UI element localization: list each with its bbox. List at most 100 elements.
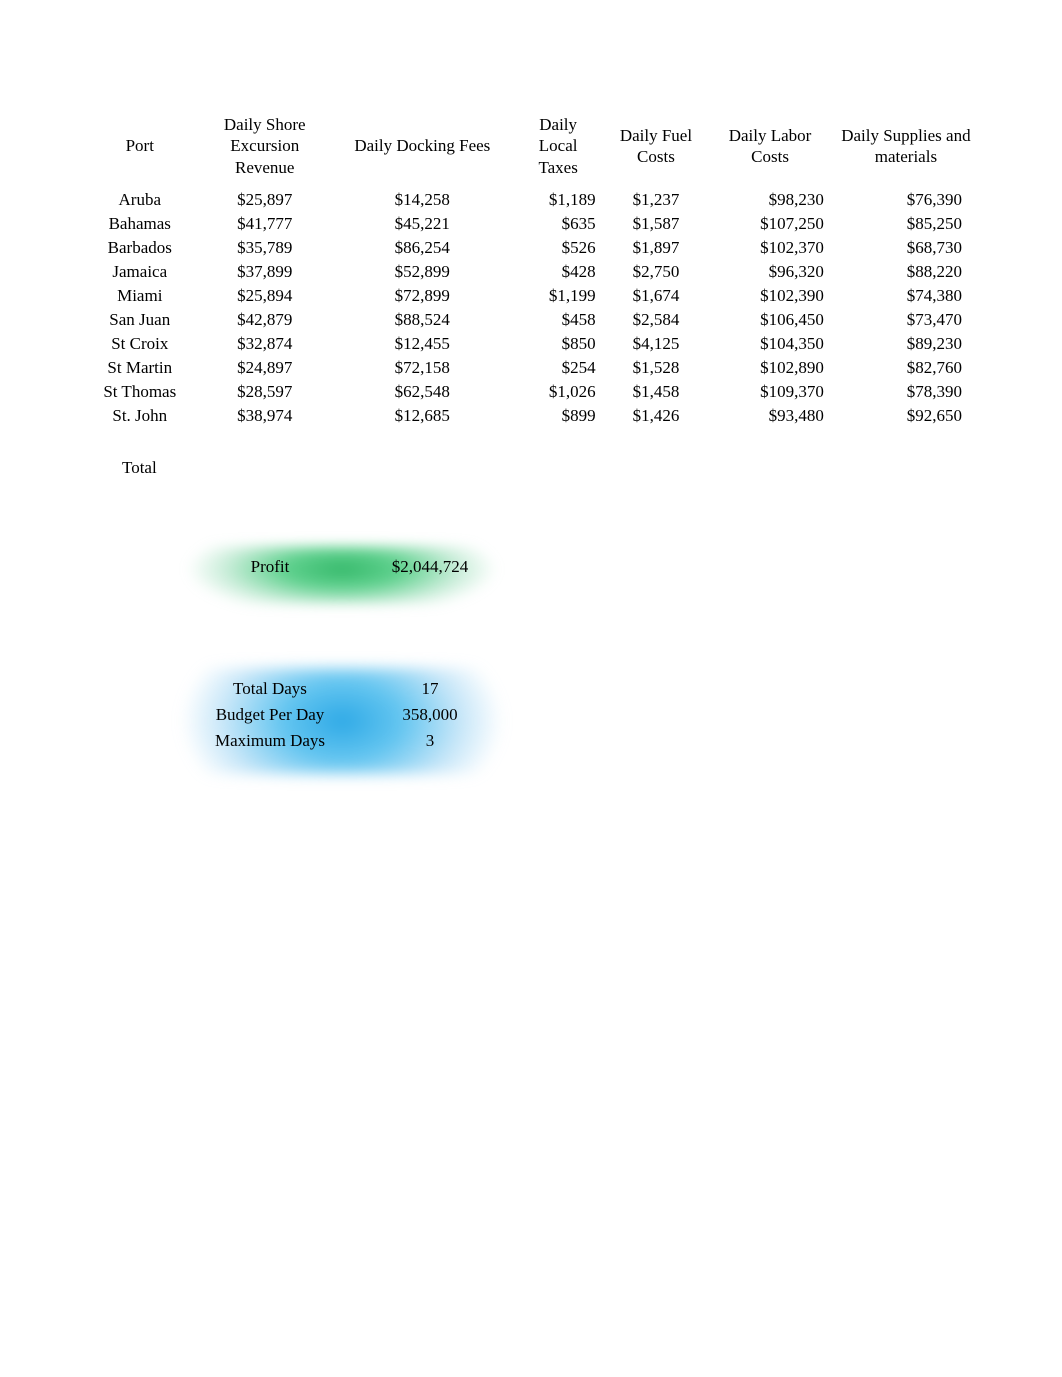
cell-revenue: $42,879 [200,308,330,332]
cell-port: St Croix [80,332,200,356]
cell-supplies: $74,380 [830,284,982,308]
cell-docking: $12,685 [330,404,515,428]
cell-docking: $14,258 [330,188,515,212]
cell-labor: $102,890 [710,356,830,380]
cell-revenue: $37,899 [200,260,330,284]
cell-docking: $72,899 [330,284,515,308]
col-header-docking: Daily Docking Fees [330,110,515,188]
cell-revenue: $41,777 [200,212,330,236]
constraint-row: Total Days17 [182,676,502,702]
cell-taxes: $526 [515,236,602,260]
constraint-label: Total Days [182,676,358,702]
constraint-row: Maximum Days3 [182,728,502,754]
constraint-label: Maximum Days [182,728,358,754]
cell-fuel: $2,750 [602,260,711,284]
cell-revenue: $35,789 [200,236,330,260]
table-row: Miami$25,894$72,899$1,199$1,674$102,390$… [80,284,982,308]
cell-supplies: $89,230 [830,332,982,356]
cell-supplies: $82,760 [830,356,982,380]
cell-docking: $12,455 [330,332,515,356]
col-header-supplies: Daily Supplies and materials [830,110,982,188]
cell-revenue: $38,974 [200,404,330,428]
table-row: St Martin$24,897$72,158$254$1,528$102,89… [80,356,982,380]
col-header-taxes: Daily Local Taxes [515,110,602,188]
cell-revenue: $25,894 [200,284,330,308]
cell-port: Jamaica [80,260,200,284]
table-row: San Juan$42,879$88,524$458$2,584$106,450… [80,308,982,332]
cell-revenue: $25,897 [200,188,330,212]
cell-taxes: $254 [515,356,602,380]
cell-docking: $45,221 [330,212,515,236]
cell-supplies: $68,730 [830,236,982,260]
cell-labor: $98,230 [710,188,830,212]
table-row: St Croix$32,874$12,455$850$4,125$104,350… [80,332,982,356]
col-header-fuel: Daily Fuel Costs [602,110,711,188]
cell-labor: $109,370 [710,380,830,404]
cell-docking: $62,548 [330,380,515,404]
cell-port: Aruba [80,188,200,212]
cell-taxes: $428 [515,260,602,284]
constraint-value: 3 [358,728,502,754]
cell-port: Barbados [80,236,200,260]
constraint-label: Budget Per Day [182,702,358,728]
constraint-row: Budget Per Day358,000 [182,702,502,728]
cell-fuel: $1,458 [602,380,711,404]
col-header-labor: Daily Labor Costs [710,110,830,188]
cell-labor: $107,250 [710,212,830,236]
cell-fuel: $1,587 [602,212,711,236]
cell-docking: $88,524 [330,308,515,332]
constraint-value: 17 [358,676,502,702]
cell-fuel: $2,584 [602,308,711,332]
cell-labor: $93,480 [710,404,830,428]
table-header-row: Port Daily Shore Excursion Revenue Daily… [80,110,982,188]
cell-supplies: $88,220 [830,260,982,284]
cell-revenue: $28,597 [200,380,330,404]
cell-supplies: $73,470 [830,308,982,332]
cell-port: St Thomas [80,380,200,404]
cell-supplies: $85,250 [830,212,982,236]
col-header-port: Port [80,110,200,188]
cell-labor: $104,350 [710,332,830,356]
table-row: St Thomas$28,597$62,548$1,026$1,458$109,… [80,380,982,404]
cell-supplies: $76,390 [830,188,982,212]
cell-fuel: $1,237 [602,188,711,212]
cell-port: St. John [80,404,200,428]
table-row: Barbados$35,789$86,254$526$1,897$102,370… [80,236,982,260]
cell-fuel: $1,528 [602,356,711,380]
table-row: Bahamas$41,777$45,221$635$1,587$107,250$… [80,212,982,236]
cell-docking: $52,899 [330,260,515,284]
cell-docking: $72,158 [330,356,515,380]
cell-fuel: $1,674 [602,284,711,308]
constraint-value: 358,000 [358,702,502,728]
cell-revenue: $24,897 [200,356,330,380]
cell-fuel: $1,897 [602,236,711,260]
profit-value: $2,044,724 [358,554,502,580]
profit-label: Profit [182,554,358,580]
profit-highlight: Profit $2,044,724 [182,548,502,602]
table-row: Aruba$25,897$14,258$1,189$1,237$98,230$7… [80,188,982,212]
cell-labor: $106,450 [710,308,830,332]
cell-port: Bahamas [80,212,200,236]
cell-supplies: $92,650 [830,404,982,428]
cell-docking: $86,254 [330,236,515,260]
cell-supplies: $78,390 [830,380,982,404]
constraints-highlight: Total Days17Budget Per Day358,000Maximum… [182,672,502,770]
cell-port: San Juan [80,308,200,332]
profit-row: Profit $2,044,724 [182,554,502,580]
port-cost-table: Port Daily Shore Excursion Revenue Daily… [80,110,982,428]
cell-fuel: $4,125 [602,332,711,356]
cell-taxes: $635 [515,212,602,236]
cell-port: St Martin [80,356,200,380]
cell-labor: $102,390 [710,284,830,308]
total-label: Total [80,428,982,478]
col-header-revenue: Daily Shore Excursion Revenue [200,110,330,188]
table-row: Jamaica$37,899$52,899$428$2,750$96,320$8… [80,260,982,284]
cell-taxes: $1,199 [515,284,602,308]
cell-taxes: $1,189 [515,188,602,212]
table-row: St. John$38,974$12,685$899$1,426$93,480$… [80,404,982,428]
cell-labor: $102,370 [710,236,830,260]
cell-labor: $96,320 [710,260,830,284]
cell-taxes: $458 [515,308,602,332]
cell-fuel: $1,426 [602,404,711,428]
cell-port: Miami [80,284,200,308]
